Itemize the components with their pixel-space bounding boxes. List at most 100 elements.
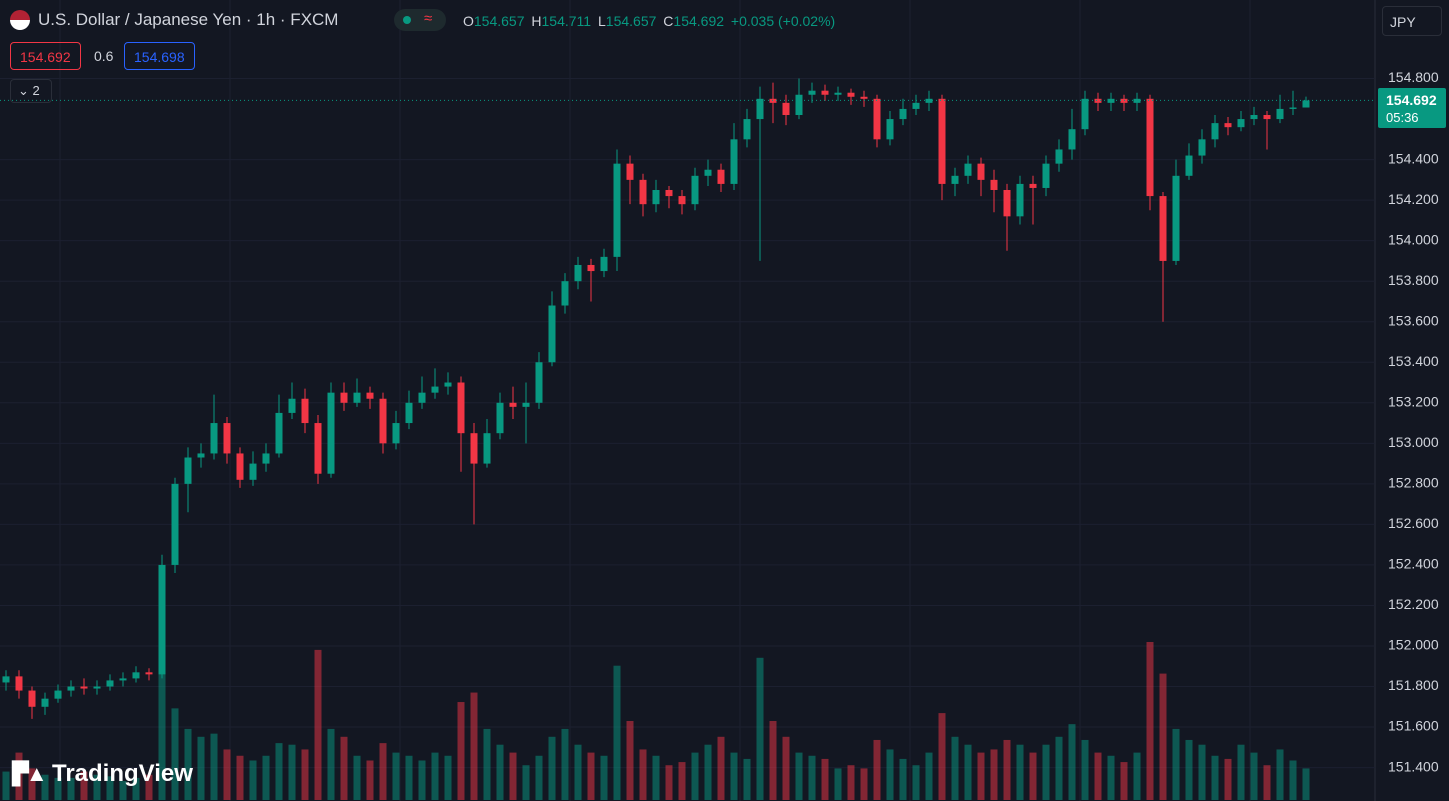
candle-body (496, 402, 504, 434)
candle-body (301, 398, 309, 424)
candle-body (15, 676, 23, 691)
candle-body (977, 163, 985, 180)
volume-bar (1250, 752, 1258, 800)
countdown: 05:36 (1386, 110, 1419, 125)
volume-bar (1094, 752, 1102, 800)
volume-bar (834, 768, 842, 800)
candle-body (418, 392, 426, 403)
candle-body (938, 98, 946, 184)
volume-bar (990, 749, 998, 800)
volume-bar (236, 755, 244, 800)
buy-button[interactable]: 154.698 (124, 42, 195, 70)
volume-bar (379, 743, 387, 800)
candle-layer (0, 78, 1375, 719)
market-status[interactable]: ≈ (394, 9, 446, 31)
logo-text: TradingView (52, 760, 193, 787)
volume-bar (1289, 760, 1297, 800)
candle-body (405, 402, 413, 424)
volume-bar (587, 752, 595, 800)
volume-bar (327, 728, 335, 800)
candle-body (899, 108, 907, 120)
ohlc-letter: L (597, 13, 606, 29)
candle-body (860, 96, 868, 99)
chevron: ⌄ (18, 83, 29, 98)
volume-bar (678, 762, 686, 800)
candle-body (236, 453, 244, 480)
volume-bar (847, 765, 855, 800)
candle-body (80, 686, 88, 689)
volume-bar (470, 692, 478, 800)
volume-bar (444, 755, 452, 800)
volume-bar (756, 657, 764, 800)
ohlc-letter: O (463, 13, 474, 29)
volume-bar (1276, 749, 1284, 800)
candle-body (1146, 98, 1154, 197)
candle-body (184, 457, 192, 484)
volume-bar (1029, 752, 1037, 800)
y-tick-label: 154.800 (1388, 69, 1439, 85)
volume-bar (262, 755, 270, 800)
grid (0, 0, 1375, 801)
y-tick-label: 152.600 (1388, 515, 1439, 531)
candle-body (197, 453, 205, 458)
candle-body (613, 163, 621, 257)
ohlc-letter: C (663, 13, 674, 29)
candle-body (821, 90, 829, 95)
candle-body (678, 196, 686, 205)
candle-body (639, 179, 647, 205)
indicators-toggle[interactable]: ⌄ 2 (10, 79, 52, 103)
volume-bar (769, 721, 777, 800)
ohlc-letter: H (531, 13, 542, 29)
candle-body (561, 281, 569, 306)
y-tick-label: 153.800 (1388, 272, 1439, 288)
candle-body (1263, 115, 1271, 120)
candle-body (1094, 98, 1102, 103)
volume-bar (392, 752, 400, 800)
volume-bar (197, 736, 205, 800)
volume-bar (15, 752, 23, 800)
volume-bar (561, 728, 569, 800)
candle-body (1302, 100, 1310, 108)
volume-bar (145, 774, 153, 800)
flag-icon (10, 10, 30, 30)
candle-body (158, 564, 166, 675)
candle-body (288, 398, 296, 413)
symbol-title[interactable]: U.S. Dollar / Japanese Yen · 1h · FXCM (38, 10, 339, 29)
volume-bar (613, 665, 621, 800)
volume-bar (1068, 724, 1076, 800)
candle-body (1159, 196, 1167, 261)
volume-bar (977, 752, 985, 800)
candle-body (600, 256, 608, 272)
volume-bar (886, 749, 894, 800)
volume-bar (119, 781, 127, 800)
volume-bar (93, 774, 101, 800)
volume-bar (743, 758, 751, 800)
y-tick-label: 151.400 (1388, 758, 1439, 774)
candle-body (353, 392, 361, 403)
volume-bar (730, 752, 738, 800)
candle-body (1250, 115, 1258, 120)
candle-body (652, 189, 660, 205)
candle-body (1055, 149, 1063, 164)
candle-body (41, 698, 49, 707)
volume-bar (249, 760, 257, 800)
candle-body (275, 412, 283, 454)
volume-bar (1016, 744, 1024, 800)
sell-button[interactable]: 154.692 (10, 42, 81, 70)
volume-bar (1172, 728, 1180, 800)
ohlc-legend: O154.657 H154.711 L154.657 C154.692 +0.0… (463, 13, 835, 29)
candle-body (1185, 155, 1193, 176)
currency-button[interactable]: JPY (1382, 6, 1442, 36)
candle-body (444, 382, 452, 387)
candle-body (249, 463, 257, 480)
volume-bar (314, 649, 322, 800)
ohlc-value: 154.657 (605, 13, 657, 29)
volume-bar (938, 713, 946, 800)
volume-bar (925, 752, 933, 800)
candle-body (54, 690, 62, 699)
volume-bar (1055, 736, 1063, 800)
candle-body (1276, 108, 1284, 120)
